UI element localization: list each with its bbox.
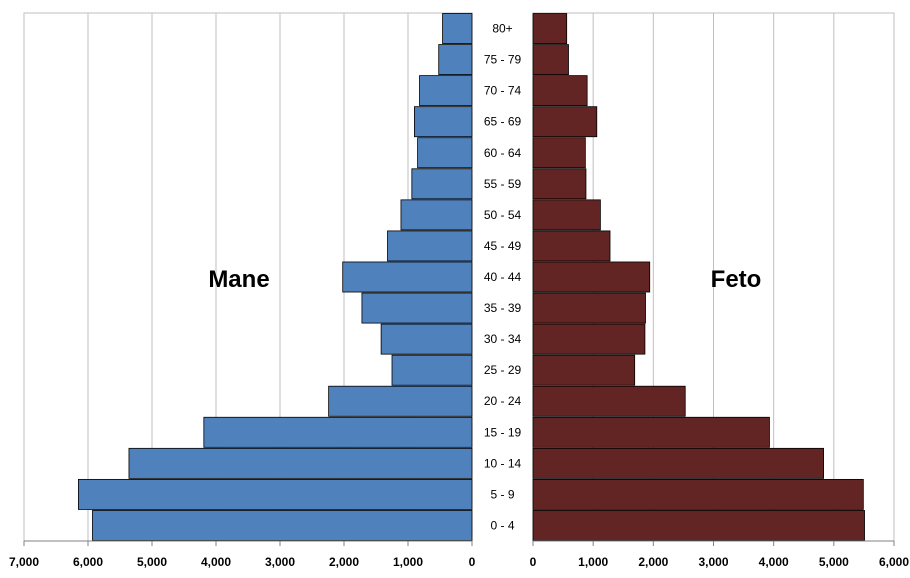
- bar-feto-0-4: [532, 510, 865, 541]
- series-label-mane: Mane: [208, 266, 269, 293]
- x-tick-label-left: 4,000: [201, 555, 231, 569]
- bar-mane-40-44: [342, 261, 473, 293]
- category-label: 10 - 14: [484, 456, 522, 470]
- bar-feto-45-49: [532, 230, 611, 262]
- bar-mane-60-64: [417, 137, 473, 169]
- x-tick-label-right: 1,000: [578, 555, 608, 569]
- category-label: 60 - 64: [484, 146, 522, 160]
- bar-feto-5-9: [532, 478, 864, 510]
- category-label: 0 - 4: [490, 518, 514, 532]
- bar-feto-30-34: [532, 323, 646, 355]
- bar-feto-35-39: [532, 292, 646, 324]
- bar-feto-55-59: [532, 168, 587, 200]
- bar-mane-75-79: [438, 44, 473, 76]
- category-label: 5 - 9: [490, 487, 514, 501]
- bar-mane-55-59: [411, 168, 473, 200]
- category-label: 75 - 79: [484, 53, 522, 67]
- x-tick-label-right: 6,000: [879, 555, 909, 569]
- category-label: 30 - 34: [484, 332, 522, 346]
- x-tick-label-right: 5,000: [819, 555, 849, 569]
- bar-feto-10-14: [532, 447, 825, 479]
- bar-mane-20-24: [328, 385, 473, 417]
- category-label: 70 - 74: [484, 84, 522, 98]
- x-tick-label-right: 2,000: [638, 555, 668, 569]
- bar-mane-80+: [442, 13, 473, 44]
- bar-feto-50-54: [532, 199, 601, 231]
- x-tick-label-left: 2,000: [329, 555, 359, 569]
- bar-mane-25-29: [391, 354, 473, 386]
- x-tick-label-left: 1,000: [393, 555, 423, 569]
- bar-feto-65-69: [532, 106, 598, 138]
- category-label: 50 - 54: [484, 208, 522, 222]
- bar-feto-25-29: [532, 354, 636, 386]
- bar-feto-40-44: [532, 261, 651, 293]
- axis-left: 7,000 6,000 5,000 4,000 3,000 2,000 1,000 0: [9, 540, 476, 569]
- category-label: 45 - 49: [484, 239, 522, 253]
- category-labels: 0 - 4 5 - 9 10 - 14 15 - 19 20 - 24 25 - 29 30…: [484, 22, 522, 533]
- category-label: 55 - 59: [484, 177, 522, 191]
- bar-feto-15-19: [532, 416, 770, 448]
- bar-mane-65-69: [413, 106, 473, 138]
- bar-feto-60-64: [532, 137, 586, 169]
- category-label: 80+: [492, 22, 512, 36]
- bars-mane: [78, 13, 473, 541]
- bar-mane-10-14: [128, 447, 473, 479]
- bar-feto-70-74: [532, 75, 588, 107]
- series-label-feto: Feto: [711, 266, 762, 293]
- x-tick-label-left: 3,000: [265, 555, 295, 569]
- bar-feto-80+: [532, 13, 568, 44]
- category-label: 25 - 29: [484, 363, 522, 377]
- bar-feto-75-79: [532, 44, 569, 76]
- bar-mane-15-19: [203, 416, 473, 448]
- bar-mane-50-54: [400, 199, 473, 231]
- axis-right: 0 1,000 2,000 3,000 4,000 5,000 6,000: [530, 540, 909, 569]
- category-label: 40 - 44: [484, 270, 522, 284]
- category-label: 35 - 39: [484, 301, 522, 315]
- bar-mane-35-39: [361, 292, 473, 324]
- bar-mane-5-9: [78, 478, 473, 510]
- x-tick-label-right: 0: [530, 555, 537, 569]
- category-label: 15 - 19: [484, 425, 522, 439]
- bars-feto: [532, 13, 865, 541]
- x-tick-label-right: 4,000: [759, 555, 789, 569]
- x-tick-label-left: 5,000: [137, 555, 167, 569]
- x-tick-label-left: 6,000: [73, 555, 103, 569]
- x-tick-label-right: 3,000: [698, 555, 728, 569]
- bar-mane-45-49: [387, 230, 473, 262]
- bar-mane-70-74: [419, 75, 473, 107]
- x-tick-label-left: 0: [469, 555, 476, 569]
- bar-feto-20-24: [532, 385, 686, 417]
- category-label: 65 - 69: [484, 115, 522, 129]
- category-label: 20 - 24: [484, 394, 522, 408]
- x-tick-label-left: 7,000: [9, 555, 39, 569]
- bar-mane-0-4: [92, 510, 473, 541]
- bar-mane-30-34: [380, 323, 473, 355]
